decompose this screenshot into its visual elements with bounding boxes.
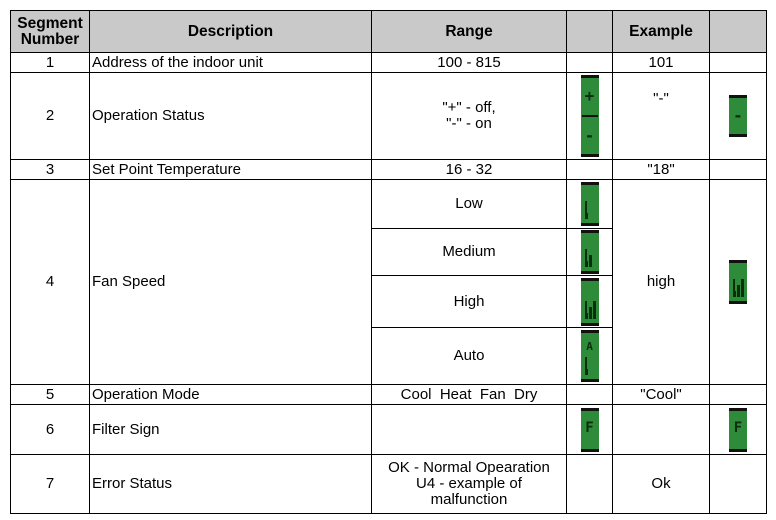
example-icon-cell xyxy=(709,179,767,385)
example-cell: 101 xyxy=(612,52,710,74)
fan-level-bars xyxy=(584,299,596,319)
lcd-fan-low-icon xyxy=(569,182,610,227)
lcd-operation-status-example-icon: - xyxy=(712,95,764,138)
description-cell: Address of the indoor unit xyxy=(89,52,372,74)
range-cell: Medium xyxy=(371,227,567,277)
range-icon-cell xyxy=(566,454,613,514)
table-row: Medium xyxy=(11,227,767,277)
header-description: Description xyxy=(89,9,372,54)
fan-level-bar xyxy=(588,254,592,267)
lcd-minus-glyph: - xyxy=(584,126,595,146)
lcd-fan-high-icon xyxy=(569,277,610,326)
table-row: 7 Error Status OK - Normal Opearation U4… xyxy=(10,454,767,514)
lcd-filter-glyph: F xyxy=(733,419,743,436)
range-cell: High xyxy=(371,275,567,329)
fan-glyph-stem xyxy=(584,300,587,319)
example-icon-cell: - xyxy=(709,72,767,161)
segment-number: 1 xyxy=(10,52,90,74)
example-cell: "18" xyxy=(612,159,710,181)
lcd-filter-example-icon: F xyxy=(712,407,764,452)
segment-number: 5 xyxy=(10,383,90,406)
example-cell xyxy=(612,404,710,456)
description-cell: Operation Status xyxy=(89,72,372,161)
range-icon-cell xyxy=(566,179,613,229)
fan-level-bars xyxy=(584,355,595,376)
range-cell: Low xyxy=(371,179,567,229)
description-cell: Set Point Temperature xyxy=(89,159,372,181)
fan-glyph-stem xyxy=(584,248,587,267)
lcd-auto-glyph: A xyxy=(586,340,593,354)
range-icon-cell xyxy=(566,227,613,277)
fan-level-bar xyxy=(588,306,592,319)
fan-glyph-stem xyxy=(584,201,587,220)
segment-number: 2 xyxy=(10,72,90,161)
example-icon-cell xyxy=(709,52,767,74)
range-icon-cell: + - xyxy=(566,72,613,161)
range-icon-cell xyxy=(566,159,613,181)
fan-level-bars xyxy=(584,199,595,220)
lcd-plus-glyph: + xyxy=(584,86,595,106)
description-cell: Operation Mode xyxy=(89,383,372,406)
example-icon-cell xyxy=(709,454,767,514)
range-cell: 100 - 815 xyxy=(371,52,567,74)
example-cell: "-" xyxy=(612,72,710,161)
fan-glyph-stem xyxy=(733,279,735,298)
header-segment-number: Segment Number xyxy=(10,9,90,54)
fan-level-bar xyxy=(592,300,596,319)
table-row: High xyxy=(11,275,767,329)
example-icon-cell xyxy=(709,383,767,406)
fan-glyph-stem xyxy=(584,357,587,376)
example-cell: high xyxy=(612,179,710,385)
table-row: Auto A xyxy=(11,327,767,385)
description-cell: Fan Speed xyxy=(89,179,372,385)
header-range-icon xyxy=(566,9,613,54)
lcd-filter-icon: F xyxy=(569,407,610,452)
segment-number: 7 xyxy=(10,454,90,514)
lcd-fan-medium-icon xyxy=(569,229,610,274)
example-cell: "Cool" xyxy=(612,383,710,406)
fan-level-bar xyxy=(741,279,744,298)
lcd-operation-status-icon: + - xyxy=(569,75,610,158)
table-row: 4 Fan Speed Low high xyxy=(10,179,767,385)
range-icon-cell xyxy=(566,275,613,329)
lcd-filter-glyph: F xyxy=(585,419,594,436)
description-cell: Error Status xyxy=(89,454,372,514)
description-cell: Filter Sign xyxy=(89,404,372,456)
range-icon-cell: F xyxy=(566,404,613,456)
segment-number: 3 xyxy=(10,159,90,181)
segment-number: 6 xyxy=(10,404,90,456)
segment-number: 4 xyxy=(10,179,90,385)
example-cell: Ok xyxy=(612,454,710,514)
range-cell xyxy=(371,404,567,456)
lcd-fan-auto-icon: A xyxy=(569,330,610,383)
header-range: Range xyxy=(371,9,567,54)
range-cell: "+" - off, "-" - on xyxy=(371,72,567,161)
range-icon-cell: A xyxy=(566,327,613,385)
range-cell: 16 - 32 xyxy=(371,159,567,181)
segment-table: Segment Number Description Range Example… xyxy=(10,9,767,514)
fan-level-bars xyxy=(733,277,744,298)
table-row: 3 Set Point Temperature 16 - 32 "18" xyxy=(10,159,767,181)
header-example: Example xyxy=(612,9,710,54)
range-icon-cell xyxy=(566,52,613,74)
header-example-icon xyxy=(709,9,767,54)
table-row: 2 Operation Status "+" - off, "-" - on +… xyxy=(10,72,767,161)
lcd-fan-example-icon xyxy=(712,260,764,305)
range-icon-cell xyxy=(566,383,613,406)
lcd-minus-glyph: - xyxy=(733,106,743,126)
table-row: 6 Filter Sign F F xyxy=(10,404,767,456)
example-icon-cell xyxy=(709,159,767,181)
table-row: 5 Operation Mode Cool Heat Fan Dry "Cool… xyxy=(10,383,767,406)
fan-level-bars xyxy=(584,247,595,267)
table-row: 1 Address of the indoor unit 100 - 815 1… xyxy=(10,52,767,74)
fan-level-bar xyxy=(737,285,740,298)
range-cell: Cool Heat Fan Dry xyxy=(371,383,567,406)
range-cell: OK - Normal Opearation U4 - example of m… xyxy=(371,454,567,514)
lcd-divider xyxy=(581,115,598,118)
range-cell: Auto xyxy=(371,327,567,385)
header-row: Segment Number Description Range Example xyxy=(10,9,767,54)
example-icon-cell: F xyxy=(709,404,767,456)
